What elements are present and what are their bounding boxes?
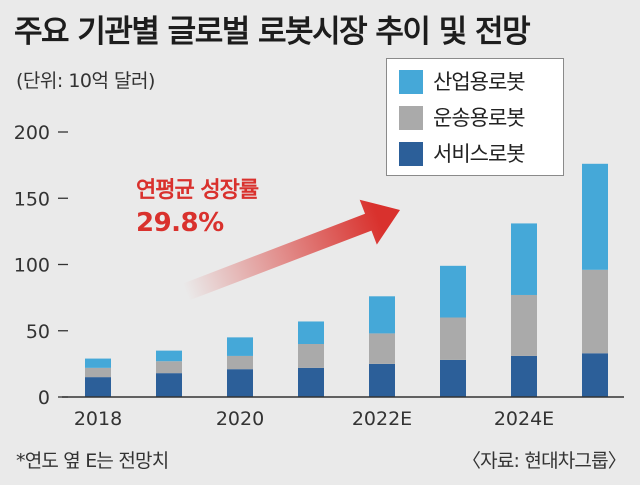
growth-rate-value: 29.8%: [136, 208, 224, 238]
bar-service: [440, 359, 466, 397]
bar-industrial: [511, 223, 537, 295]
y-tick-label: 200: [14, 122, 50, 144]
y-tick-label: 100: [14, 255, 50, 277]
legend: 산업용로봇 운송용로봇 서비스로봇: [386, 58, 564, 176]
bar-transport: [156, 361, 182, 374]
bar-service: [582, 353, 608, 397]
legend-swatch-service: [399, 142, 423, 166]
x-tick-label: 2024E: [494, 408, 554, 430]
bar-transport: [85, 367, 111, 378]
bar-industrial: [582, 163, 608, 270]
bar-industrial: [440, 265, 466, 318]
bar-transport: [227, 355, 253, 370]
growth-rate-label: 연평균 성장률: [136, 178, 259, 203]
bar-service: [511, 355, 537, 397]
bar-service: [156, 373, 182, 397]
legend-swatch-industrial: [399, 70, 423, 94]
y-tick-label: 0: [38, 387, 50, 409]
x-axis: 2018 2020 2022E 2024E: [62, 396, 624, 430]
legend-label-industrial: 산업용로봇: [433, 70, 526, 94]
bar-service: [85, 377, 111, 397]
growth-arrow-shape: [182, 199, 401, 301]
bar-industrial: [85, 358, 111, 368]
unit-note: (단위: 10억 달러): [16, 70, 155, 92]
bar-transport: [369, 333, 395, 364]
bar-industrial: [227, 337, 253, 356]
bar-group: [85, 163, 608, 397]
legend-label-service: 서비스로봇: [433, 142, 526, 166]
y-axis: 0 50 100 150 200: [14, 122, 68, 409]
bar-transport: [582, 269, 608, 354]
x-tick-label: 2022E: [352, 408, 412, 430]
y-tick-label: 50: [26, 321, 50, 343]
x-tick-label: 2018: [74, 408, 122, 430]
bar-service: [298, 367, 324, 397]
bar-transport: [440, 317, 466, 360]
bar-service: [227, 369, 253, 397]
legend-swatch-transport: [399, 106, 423, 130]
footnote: *연도 옆 E는 전망치: [16, 450, 169, 472]
x-tick-label: 2020: [216, 408, 264, 430]
y-tick-label: 150: [14, 188, 50, 210]
bar-industrial: [156, 350, 182, 362]
bar-industrial: [298, 321, 324, 344]
growth-arrow: [182, 199, 401, 301]
bar-industrial: [369, 296, 395, 334]
bar-service: [369, 363, 395, 397]
bar-transport: [511, 294, 537, 356]
chart-title: 주요 기관별 글로벌 로봇시장 추이 및 전망: [14, 14, 531, 50]
legend-label-transport: 운송용로봇: [433, 106, 526, 130]
bar-transport: [298, 344, 324, 368]
source-note: 〈자료: 현대차그룹〉: [461, 450, 627, 472]
